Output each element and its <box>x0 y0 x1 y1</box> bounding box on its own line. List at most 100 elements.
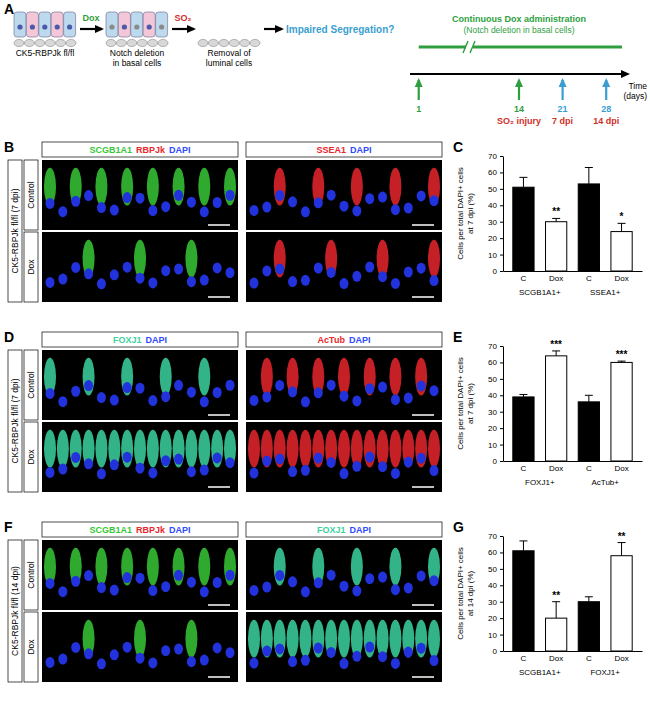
nucleus <box>136 193 145 204</box>
step-label: Dox <box>82 13 99 23</box>
stained-cell <box>95 168 107 206</box>
nucleus <box>97 392 106 403</box>
stage-label: CK5-RBPJk fl/fl <box>16 48 75 58</box>
nucleus <box>352 651 361 662</box>
nucleus <box>262 455 271 466</box>
group-label: SSEA1+ <box>590 288 621 297</box>
tick-label: 10 <box>488 251 497 260</box>
arrow-head <box>621 70 630 78</box>
nucleus <box>226 380 235 391</box>
nucleus <box>58 653 67 664</box>
time-axis-label: Time <box>628 81 647 91</box>
basal-cell <box>137 39 147 46</box>
axis-line <box>503 347 504 462</box>
nucleus <box>314 387 323 398</box>
y-axis-title: at 14 dpi (%) <box>466 570 475 616</box>
error-bar <box>618 223 626 231</box>
stained-cell <box>248 620 260 658</box>
nucleus <box>84 190 93 201</box>
nucleus <box>46 198 55 209</box>
nucleus <box>365 193 374 204</box>
nucleus <box>378 651 387 662</box>
error-stem <box>621 543 622 556</box>
tick: Dox <box>549 271 563 283</box>
scale-bar <box>412 414 434 416</box>
stained-cell <box>95 548 107 586</box>
nucleus <box>340 581 349 592</box>
cell <box>51 12 63 37</box>
scale-bar <box>208 486 230 488</box>
stained-cell <box>44 430 56 468</box>
nucleus <box>58 273 67 284</box>
cell <box>106 12 118 37</box>
condition-box <box>24 540 38 610</box>
scale-bar <box>412 486 434 488</box>
image-panel: FCK5-RBPJk fl/fl (14 dpi)ControlDoxSCGB1… <box>4 519 442 682</box>
x-axis: CDoxCDox <box>504 651 643 663</box>
tick-label: 40 <box>488 581 497 590</box>
nucleus <box>327 267 336 278</box>
tick-label: 0 <box>493 457 498 466</box>
stage-label: Removal of <box>208 48 252 58</box>
nucleus <box>58 586 67 597</box>
stained-cell <box>338 358 350 396</box>
stained-cell <box>224 168 236 206</box>
nucleus <box>288 276 297 287</box>
stained-cell <box>261 620 273 658</box>
tick: 0 <box>493 457 503 466</box>
bar-chart: G010203040506070CDoxCDoxSCGB1A1+FOXJ1+Ce… <box>453 519 643 677</box>
tick-mark <box>500 412 503 413</box>
tick-mark <box>500 156 503 157</box>
stain-header-box <box>42 522 238 537</box>
nucleus <box>430 385 439 396</box>
stain-name: DAPI <box>169 145 191 155</box>
nucleus <box>147 24 152 29</box>
nucleus <box>327 647 336 658</box>
nucleus <box>226 457 235 468</box>
nucleus <box>226 570 235 581</box>
stained-cell <box>364 358 376 396</box>
x-axis: CDoxCDox <box>504 271 643 283</box>
nucleus <box>110 585 119 596</box>
bar <box>546 222 567 271</box>
tick-label: Dox <box>614 654 628 663</box>
panel-letter: D <box>4 329 14 345</box>
stained-cell <box>428 548 440 586</box>
tick: 70 <box>488 342 503 351</box>
basal-cell <box>148 39 158 46</box>
nucleus <box>340 658 349 669</box>
stained-cell <box>287 620 299 658</box>
nucleus <box>314 263 323 274</box>
cell <box>156 12 168 37</box>
micrograph <box>42 612 238 682</box>
tick-label: 70 <box>488 342 497 351</box>
tick: Dox <box>614 461 628 473</box>
nucleus <box>161 391 170 402</box>
error-cap <box>618 542 626 543</box>
error-cap <box>552 601 560 602</box>
stain-name: DAPI <box>350 525 372 535</box>
nucleus <box>275 453 284 464</box>
micrograph <box>42 422 238 492</box>
tick-mark <box>500 271 503 272</box>
stained-cell <box>134 430 146 468</box>
nucleus <box>340 278 349 289</box>
nucleus <box>174 264 183 275</box>
stained-cell <box>428 430 440 468</box>
tick-label: 40 <box>488 391 497 400</box>
nucleus <box>275 190 284 201</box>
stained-cell <box>299 620 311 658</box>
panel-letter: B <box>4 139 14 155</box>
nucleus <box>58 206 67 217</box>
stained-cell <box>198 430 210 468</box>
nucleus <box>404 203 413 214</box>
nucleus <box>174 570 183 581</box>
break-mark <box>463 41 468 53</box>
error-bar <box>585 597 593 602</box>
nucleus <box>109 24 114 29</box>
day-label: 21 <box>558 104 568 114</box>
nucleus <box>404 393 413 404</box>
nucleus <box>430 465 439 476</box>
nucleus <box>97 278 106 289</box>
stained-cell <box>160 430 172 468</box>
